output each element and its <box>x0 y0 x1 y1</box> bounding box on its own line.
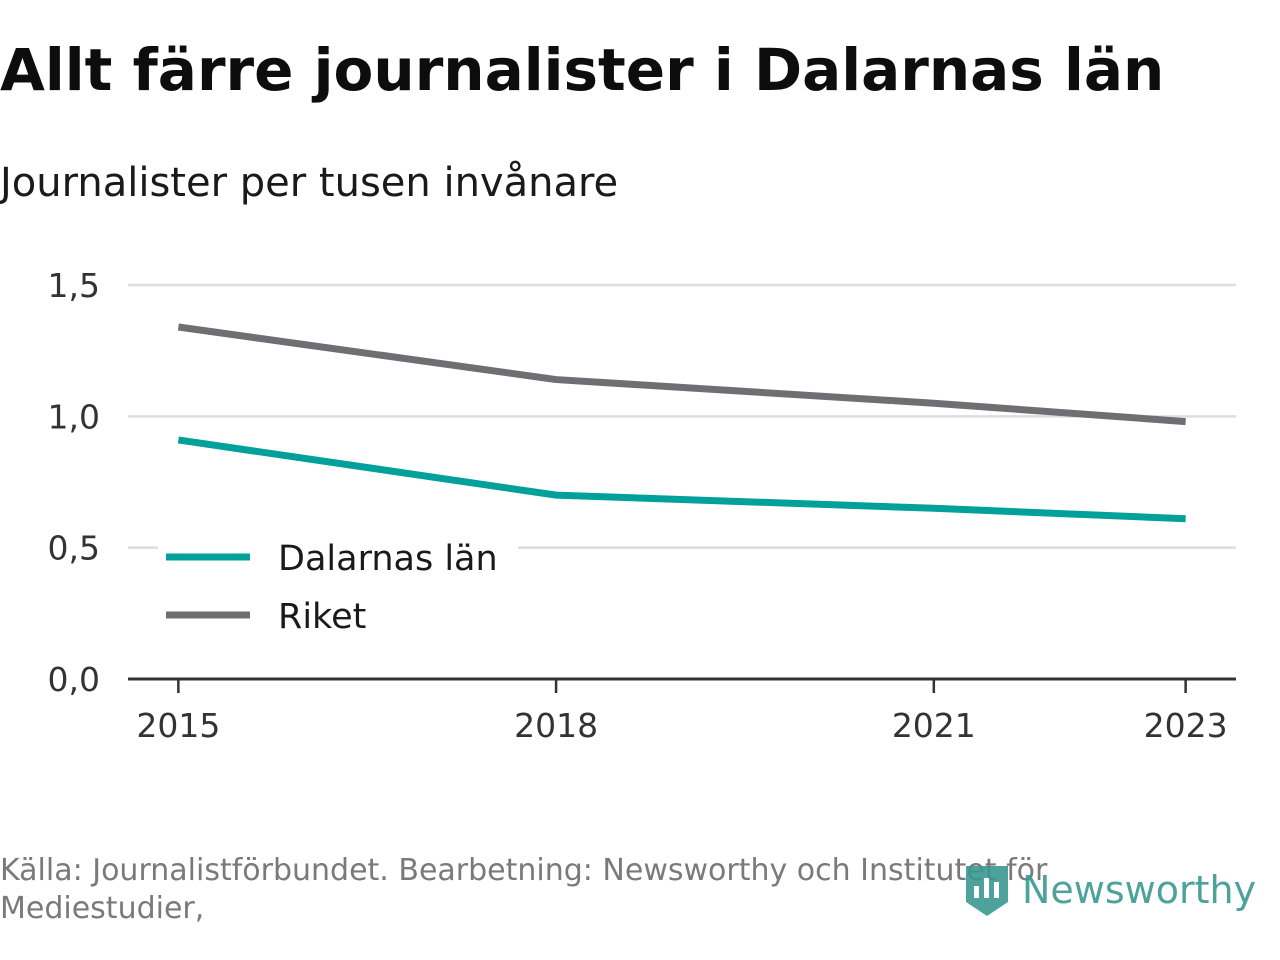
series-line-dalarnas-lan <box>177 436 1186 523</box>
x-tick-label: 2021 <box>892 706 976 745</box>
legend: Dalarnas län Riket <box>158 532 518 648</box>
x-tick-label: 2018 <box>514 706 598 745</box>
legend-background <box>158 532 518 648</box>
y-tick-label: 0,5 <box>48 529 100 568</box>
brand-name: Newsworthy <box>1022 868 1257 912</box>
newsworthy-logo: Newsworthy <box>962 862 1256 918</box>
x-tick-label: 2015 <box>136 706 220 745</box>
legend-label: Dalarnas län <box>278 539 498 579</box>
legend-label: Riket <box>278 597 366 637</box>
y-tick-label: 1,5 <box>48 266 100 305</box>
y-tick-label: 1,0 <box>48 397 100 436</box>
x-tick-label: 2023 <box>1144 706 1228 745</box>
y-tick-label: 0,0 <box>48 660 100 699</box>
series-layer <box>177 323 1186 523</box>
axis-layer: 0,0 0,5 1,0 1,5 2015 2018 2021 2023 <box>48 266 1236 745</box>
newsworthy-logo-icon <box>966 866 1008 916</box>
chart-title: Allt färre journalister i Dalarnas län <box>0 36 1165 104</box>
chart-subtitle: Journalister per tusen invånare <box>0 160 619 206</box>
source-note: Källa: Journalistförbundet. Bearbetning:… <box>0 853 1048 926</box>
series-line-riket <box>177 323 1186 426</box>
